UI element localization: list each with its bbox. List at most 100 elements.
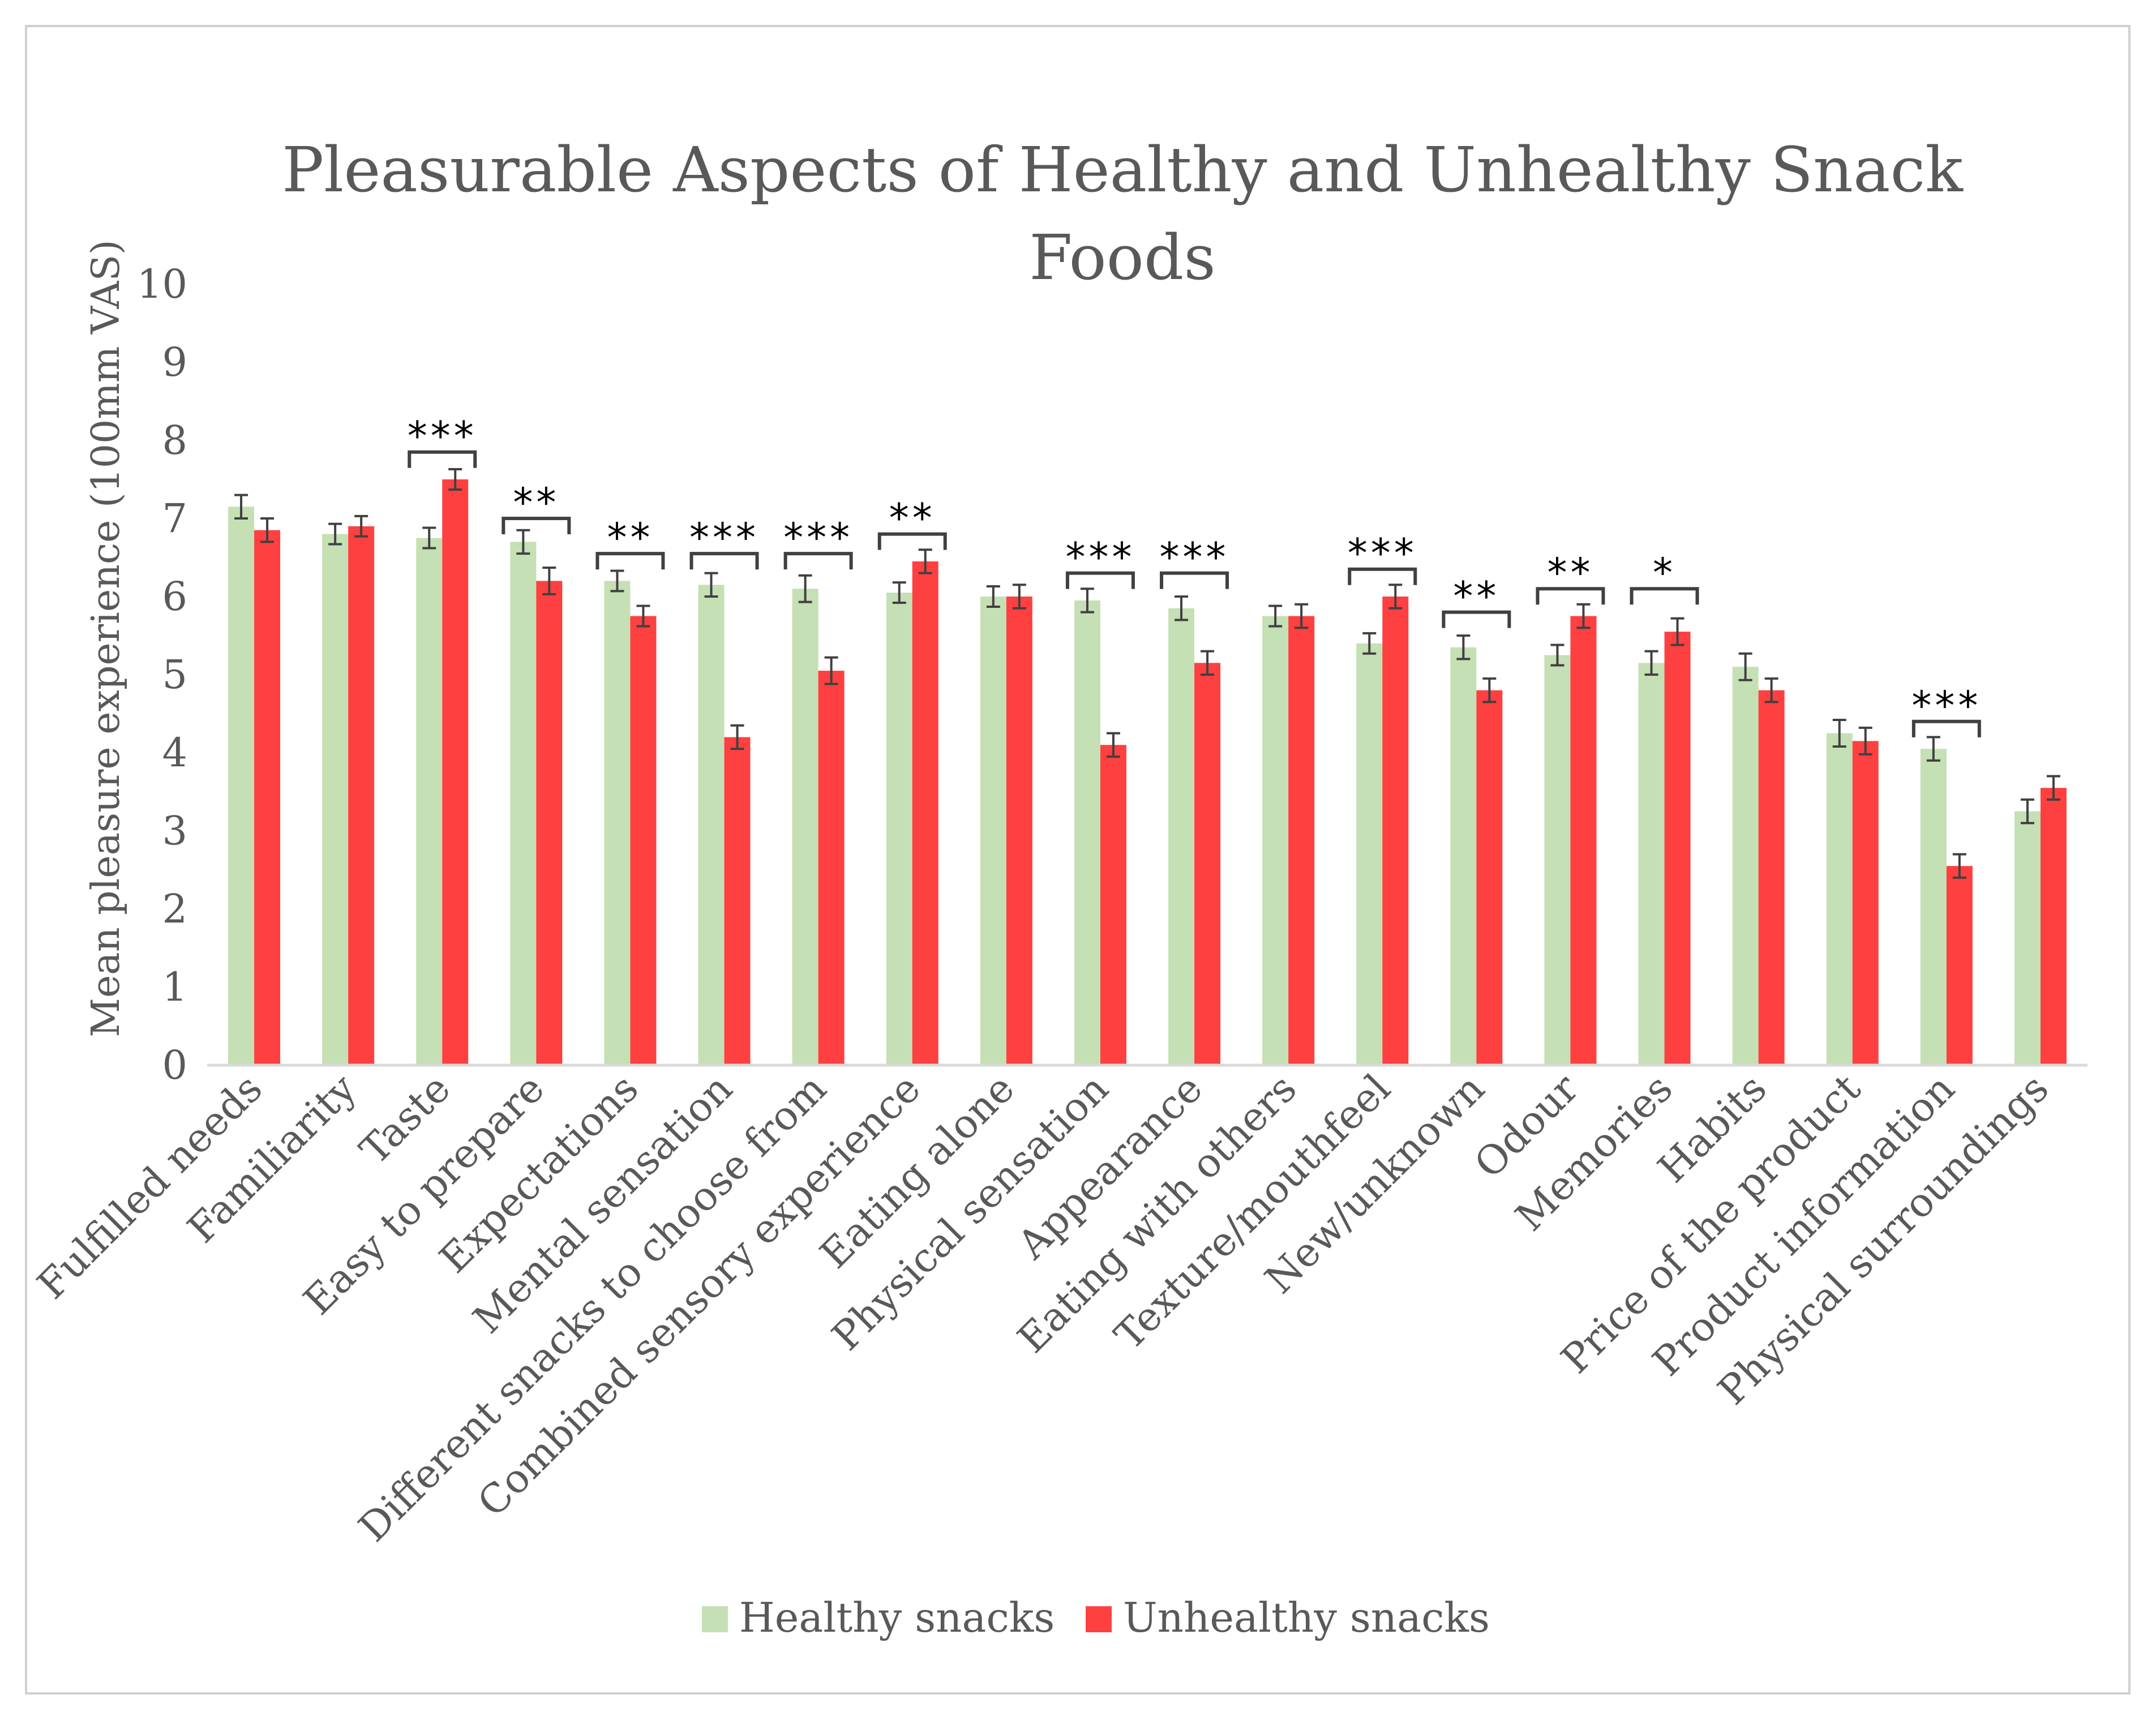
significance-bracket: *** xyxy=(1911,683,1981,737)
significance-label: *** xyxy=(1348,530,1417,577)
significance-bracket-line xyxy=(1442,610,1511,628)
bar-healthy xyxy=(1450,647,1477,1065)
significance-bracket-line xyxy=(877,532,947,550)
error-bar xyxy=(918,548,932,574)
y-tick-label: 3 xyxy=(162,808,187,854)
significance-bracket: *** xyxy=(1348,530,1417,585)
bars-group xyxy=(228,479,2067,1065)
significance-bracket: *** xyxy=(783,514,853,570)
bar-healthy xyxy=(886,593,912,1065)
error-bar xyxy=(1362,632,1377,655)
bar-healthy xyxy=(1638,663,1665,1065)
error-bar xyxy=(2046,775,2060,801)
error-bar xyxy=(1926,736,1940,762)
legend-swatch-healthy xyxy=(702,1606,728,1632)
significance-bracket-line xyxy=(1911,719,1981,737)
y-tick-label: 4 xyxy=(162,730,187,776)
significance-bracket-line xyxy=(1160,571,1229,589)
error-bar xyxy=(1764,677,1778,704)
error-bar xyxy=(1644,650,1658,676)
error-bar xyxy=(1268,604,1283,628)
significance-bracket-line xyxy=(689,552,759,570)
bar-unhealthy xyxy=(1476,690,1503,1065)
significance-bracket: *** xyxy=(689,514,759,570)
bar-unhealthy xyxy=(1570,616,1597,1065)
significance-label: *** xyxy=(1911,683,1981,729)
error-bar xyxy=(1175,595,1189,621)
significance-bracket-line xyxy=(1348,567,1417,585)
bar-healthy xyxy=(604,581,631,1065)
bar-healthy xyxy=(1920,749,1947,1065)
error-bar xyxy=(1080,587,1094,614)
error-bar xyxy=(986,585,1000,608)
bar-unhealthy xyxy=(1382,597,1409,1065)
significance-bracket: *** xyxy=(1160,534,1229,589)
bar-unhealthy xyxy=(536,581,563,1065)
error-bar xyxy=(1738,652,1752,681)
significance-bracket-line xyxy=(1065,571,1135,589)
significance-bracket-line xyxy=(595,552,665,570)
bar-healthy xyxy=(1262,616,1289,1065)
error-bar xyxy=(892,581,906,604)
bar-healthy xyxy=(2014,811,2041,1065)
error-bar xyxy=(542,566,556,595)
bar-unhealthy xyxy=(1100,745,1126,1065)
error-bar xyxy=(1295,603,1309,629)
error-bar xyxy=(2020,798,2034,825)
chart-title-line-2: Foods xyxy=(1029,221,1216,294)
y-tick-label: 0 xyxy=(162,1042,187,1088)
legend-label-healthy: Healthy snacks xyxy=(739,1594,1055,1641)
error-bar xyxy=(1482,677,1497,704)
bar-healthy xyxy=(1732,667,1759,1065)
legend-swatch-unhealthy xyxy=(1086,1606,1112,1632)
y-axis-label: Mean pleasure experience (100mm VAS) xyxy=(84,239,128,1037)
error-bar xyxy=(260,517,275,543)
significance-bracket: ** xyxy=(595,514,665,570)
bar-healthy xyxy=(510,542,537,1065)
bar-healthy xyxy=(1826,733,1853,1065)
bar-chart: Pleasurable Aspects of Healthy and Unhea… xyxy=(28,134,2088,1641)
bar-healthy xyxy=(228,507,255,1065)
significance-bracket: ** xyxy=(877,495,947,550)
error-bar xyxy=(1106,732,1120,758)
error-bar xyxy=(798,574,812,603)
significance-bracket-line xyxy=(502,517,571,534)
bar-unhealthy xyxy=(1852,741,1879,1065)
bar-unhealthy xyxy=(1946,866,1973,1065)
bar-unhealthy xyxy=(1288,616,1315,1065)
significance-bracket: ** xyxy=(1442,573,1511,628)
error-bar xyxy=(354,514,368,538)
significance-label: *** xyxy=(408,413,477,460)
error-bar xyxy=(824,656,838,685)
significance-label: ** xyxy=(513,479,559,526)
error-bar xyxy=(1858,726,1872,756)
bar-unhealthy xyxy=(912,561,938,1065)
chart-frame: Pleasurable Aspects of Healthy and Unhea… xyxy=(25,25,2131,1695)
bar-unhealthy xyxy=(630,616,657,1065)
significance-label: *** xyxy=(689,514,759,561)
bar-healthy xyxy=(1544,655,1571,1065)
y-tick-label: 5 xyxy=(162,651,187,698)
bar-unhealthy xyxy=(1664,632,1691,1065)
bar-healthy xyxy=(1074,600,1100,1065)
bar-healthy xyxy=(1168,608,1195,1065)
y-tick-label: 1 xyxy=(162,964,187,1010)
error-bar xyxy=(422,526,436,550)
significance-bracket: ** xyxy=(1536,550,1605,605)
significance-markers: ******* *** *** ***** *** ******* **** xyxy=(408,413,1981,737)
error-bar xyxy=(448,468,462,491)
bar-healthy xyxy=(322,534,349,1065)
bar-healthy xyxy=(698,585,725,1065)
y-axis-ticks: 0 1 2 3 4 5 6 7 8 9 10 xyxy=(137,261,187,1088)
significance-label: *** xyxy=(783,514,853,561)
bar-unhealthy xyxy=(818,671,845,1065)
y-tick-label: 6 xyxy=(162,573,187,620)
error-bar xyxy=(704,572,718,598)
significance-label: ** xyxy=(607,514,653,561)
bar-unhealthy xyxy=(254,530,281,1065)
significance-bracket: ** xyxy=(502,479,571,534)
chart-title-line-1: Pleasurable Aspects of Healthy and Unhea… xyxy=(282,134,1964,206)
bar-unhealthy xyxy=(724,737,751,1065)
bar-unhealthy xyxy=(1194,663,1221,1065)
